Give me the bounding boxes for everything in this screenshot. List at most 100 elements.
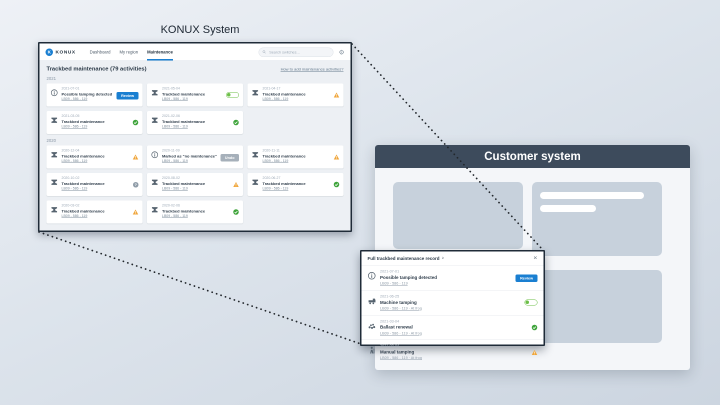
card-date: 2021-04-17: [262, 87, 281, 91]
card-location-link[interactable]: LB09 - 586 - 119: [61, 97, 88, 101]
maintenance-card[interactable]: 2020-06-27 Trackbed maintenance LB09 - 5…: [247, 173, 344, 196]
help-link[interactable]: How to add maintenance activities?: [280, 67, 344, 72]
card-location-link[interactable]: LB09 - 586 - 119: [262, 159, 289, 163]
placeholder-block-right: [532, 182, 662, 256]
maintenance-card[interactable]: 2020-02-06 Trackbed maintenance LB09 - 5…: [146, 200, 243, 224]
year-section: 2021 2021-07-01 Possible tamping detecte…: [46, 76, 344, 134]
year-label: 2020: [46, 138, 56, 143]
card-location-link[interactable]: LB09 - 586 - 119: [262, 186, 289, 191]
maintenance-card[interactable]: 2020-10-02 Trackbed maintenance LB09 - 5…: [46, 173, 143, 196]
success-check-icon: [132, 119, 139, 126]
maintenance-card[interactable]: 2021-07-01 Possible tamping detected LB0…: [46, 83, 143, 107]
popup-record-row[interactable]: 2021-07-01 Possible tamping detected LB0…: [361, 265, 544, 290]
card-location-link[interactable]: LB09 - 586 - 119: [61, 186, 88, 191]
card-date: 2020-08-02: [161, 176, 180, 181]
record-location-link[interactable]: LB09 - 586 - 119: [380, 280, 408, 286]
maintenance-card[interactable]: 2021-02-06 Trackbed maintenance LB09 - 5…: [147, 111, 243, 134]
maintenance-card[interactable]: 2021-03-05 Trackbed maintenance LB09 - 5…: [46, 111, 143, 134]
popup-title-link[interactable]: Full trackbed maintenance record: [367, 255, 440, 261]
card-location-link[interactable]: LB09 - 586 - 119: [162, 124, 188, 129]
warning-icon: [333, 92, 340, 98]
popup-record-row[interactable]: 2021-03-04 Manual tamping LB09 - 586 - 1…: [361, 339, 544, 365]
customer-system-title: Customer system: [484, 150, 581, 163]
maintenance-card[interactable]: 2020-08-02 Trackbed maintenance LB09 - 5…: [146, 173, 243, 196]
maintenance-card[interactable]: 2020-12-04 Trackbed maintenance LB09 - 5…: [46, 145, 143, 169]
card-date: 2021-03-05: [61, 114, 80, 119]
rail-profile-icon: [51, 207, 58, 213]
rail-profile-icon: [51, 152, 58, 158]
sync-toggle[interactable]: [226, 92, 239, 98]
konux-brand-text: KONUX: [55, 49, 76, 55]
nav-item-my-region[interactable]: My region: [119, 49, 139, 55]
maintenance-card[interactable]: 2020-11-09 Marked as "no maintenance" LB…: [146, 145, 243, 169]
record-location-link[interactable]: LB09 - 586 - 119 · At frog: [380, 355, 422, 361]
search-box[interactable]: [258, 47, 334, 57]
record-location-link[interactable]: LB09 - 586 - 119 · At frog: [380, 305, 422, 311]
card-location-link[interactable]: LB09 - 586 - 119: [61, 214, 88, 218]
card-date: 2021-05-04: [162, 87, 180, 91]
card-location-link[interactable]: LB09 - 586 - 119: [161, 159, 188, 163]
nav-item-maintenance[interactable]: Maintenance: [147, 44, 173, 61]
warning-icon: [132, 154, 139, 160]
manual-tamping-icon: [370, 346, 375, 354]
sync-toggle[interactable]: [524, 299, 538, 306]
rail-profile-icon: [51, 117, 58, 123]
record-date: 2021-07-01: [380, 269, 400, 274]
maintenance-card[interactable]: 2020-11-11 Trackbed maintenance LB09 - 5…: [247, 145, 344, 169]
popup-record-row[interactable]: 2021-03-04 Ballast renewal LB09 - 586 - …: [361, 314, 544, 340]
maintenance-card[interactable]: 2021-04-17 Trackbed maintenance LB09 - 5…: [247, 83, 344, 107]
konux-app-header: K KONUX Dashboard My region Maintenance …: [39, 43, 351, 61]
year-label: 2021: [46, 76, 56, 81]
record-location-link[interactable]: LB09 - 586 - 119 · At frog: [380, 330, 422, 336]
record-title: Machine tamping: [380, 299, 417, 305]
card-date: 2020-02-06: [161, 204, 180, 208]
success-check-icon: [531, 324, 538, 331]
card-date: 2020-03-02: [61, 204, 80, 208]
card-location-link[interactable]: LB09 - 586 - 119: [61, 124, 88, 129]
card-date: 2020-10-02: [61, 176, 80, 181]
card-location-link[interactable]: LB09 - 586 - 119: [162, 97, 188, 101]
year-section: 2020 2020-12-04 Trackbed maintenance LB0…: [46, 138, 344, 224]
page-title: Trackbed maintenance (79 activities): [46, 66, 147, 72]
nav-item-dashboard[interactable]: Dashboard: [89, 49, 111, 55]
card-date: 2021-02-06: [162, 114, 180, 119]
success-check-icon: [233, 209, 239, 215]
maintenance-card[interactable]: 2021-05-04 Trackbed maintenance LB09 - 5…: [147, 83, 243, 107]
customer-system-header: Customer system: [375, 145, 690, 168]
card-date: 2021-07-01: [61, 87, 80, 91]
rail-profile-icon: [252, 152, 259, 158]
review-button[interactable]: Review: [116, 92, 139, 100]
card-location-link[interactable]: LB09 - 586 - 119: [161, 214, 188, 218]
toggle-knob: [525, 300, 529, 305]
card-grid: 2021-07-01 Possible tamping detected LB0…: [46, 83, 344, 134]
card-location-link[interactable]: LB09 - 586 - 119: [61, 159, 88, 163]
success-check-icon: [333, 181, 340, 188]
konux-logo[interactable]: K KONUX: [45, 48, 76, 56]
card-location-link[interactable]: LB09 - 586 - 119: [262, 97, 289, 101]
rail-profile-icon: [252, 90, 259, 96]
card-date: 2020-11-09: [161, 149, 180, 153]
rail-profile-icon: [252, 179, 259, 185]
undo-button[interactable]: Undo: [220, 154, 239, 162]
card-date: 2020-06-27: [262, 176, 281, 181]
rail-profile-icon: [151, 90, 158, 96]
chevron-right-icon: ›: [442, 255, 444, 261]
search-icon: [262, 50, 267, 54]
info-icon: [151, 151, 159, 159]
close-icon[interactable]: ✕: [533, 255, 538, 261]
record-title: Possible tamping detected: [380, 274, 438, 280]
info-icon: [367, 271, 376, 280]
gear-icon[interactable]: ⚙: [338, 48, 345, 56]
review-button[interactable]: Review: [515, 274, 538, 283]
warning-icon: [233, 182, 239, 188]
search-input[interactable]: [268, 49, 330, 55]
card-location-link[interactable]: LB09 - 586 - 119: [161, 186, 188, 191]
rail-profile-icon: [151, 207, 158, 213]
maintenance-card[interactable]: 2020-03-02 Trackbed maintenance LB09 - 5…: [46, 200, 143, 224]
record-date: 2021-06-25: [380, 293, 400, 299]
card-grid: 2020-12-04 Trackbed maintenance LB09 - 5…: [46, 145, 344, 224]
card-date: 2020-11-11: [262, 149, 280, 153]
warning-icon: [132, 209, 139, 215]
konux-system-label: KONUX System: [160, 24, 240, 36]
popup-record-row[interactable]: 2021-06-25 Machine tamping LB09 - 586 - …: [361, 289, 544, 315]
